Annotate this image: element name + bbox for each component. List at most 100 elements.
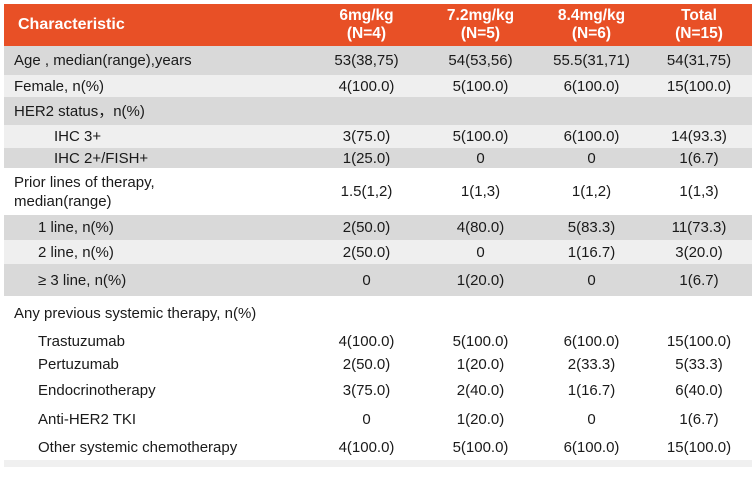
table-row-2-line: 2 line, n(%) 2(50.0) 0 1(16.7) 3(20.0) bbox=[4, 240, 752, 264]
cell-value: 15(100.0) bbox=[666, 438, 732, 456]
cell-value: 5(100.0) bbox=[452, 128, 509, 145]
cell-value bbox=[424, 97, 537, 125]
cell-value: 5(100.0) bbox=[452, 77, 509, 95]
cell-value: 1(25.0) bbox=[342, 149, 391, 167]
table-row-1-line: 1 line, n(%) 2(50.0) 4(80.0) 5(83.3) 11(… bbox=[4, 215, 752, 240]
cell-value: 6(40.0) bbox=[675, 381, 723, 399]
dose-label: 7.2mg/kg bbox=[446, 7, 515, 24]
cell-value: 55.5(31,71) bbox=[553, 52, 630, 69]
cell-value bbox=[646, 296, 752, 330]
row-label: 2 line, n(%) bbox=[38, 243, 114, 261]
cell-value: 1(6.7) bbox=[679, 271, 719, 289]
cell-value: 6(100.0) bbox=[563, 333, 620, 350]
cell-value bbox=[537, 296, 646, 330]
table-row-ihc2-fish: IHC 2+/FISH+ 1(25.0) 0 0 1(6.7) bbox=[4, 148, 752, 168]
table-row-her2-status: HER2 status，n(%) bbox=[4, 97, 752, 125]
table-bottom-strip bbox=[4, 460, 752, 467]
cell-value: 5(33.3) bbox=[675, 355, 723, 373]
table-row-trastuzumab: Trastuzumab 4(100.0) 5(100.0) 6(100.0) 1… bbox=[4, 330, 752, 353]
dose-label: Total bbox=[681, 7, 717, 24]
cell-value: 1(1,3) bbox=[460, 183, 501, 200]
cell-value: 1(20.0) bbox=[456, 411, 505, 428]
baseline-characteristics-table: Characteristic 6mg/kg (N=4) 7.2mg/kg (N=… bbox=[4, 4, 752, 467]
row-label: IHC 3+ bbox=[54, 128, 102, 145]
cell-value: 2(40.0) bbox=[456, 381, 505, 399]
cell-value: 1(20.0) bbox=[456, 355, 505, 373]
cell-value: 3(75.0) bbox=[342, 381, 391, 399]
cell-value: 1(6.7) bbox=[679, 411, 719, 428]
cell-value: 0 bbox=[476, 243, 485, 261]
cell-value: 3(75.0) bbox=[342, 128, 391, 145]
cell-value: 1(20.0) bbox=[456, 271, 505, 289]
cell-value bbox=[424, 296, 537, 330]
table-row-anti-her2-tki: Anti-HER2 TKI 0 1(20.0) 0 1(6.7) bbox=[4, 405, 752, 434]
column-header-7-2mgkg: 7.2mg/kg (N=5) bbox=[424, 4, 537, 46]
row-label: HER2 status，n(%) bbox=[14, 102, 145, 120]
cell-value: 53(38,75) bbox=[334, 52, 399, 69]
table-row-pertuzumab: Pertuzumab 2(50.0) 1(20.0) 2(33.3) 5(33.… bbox=[4, 353, 752, 375]
cell-value: 2(50.0) bbox=[342, 355, 391, 373]
row-label: Pertuzumab bbox=[38, 355, 119, 373]
table-header-row: Characteristic 6mg/kg (N=4) 7.2mg/kg (N=… bbox=[4, 4, 752, 46]
column-header-8-4mgkg: 8.4mg/kg (N=6) bbox=[537, 4, 646, 46]
cell-value: 1(16.7) bbox=[567, 381, 616, 399]
cell-value: 0 bbox=[476, 149, 485, 167]
n-count: (N=4) bbox=[346, 25, 387, 42]
n-count: (N=6) bbox=[571, 25, 612, 42]
cell-value bbox=[309, 296, 424, 330]
cell-value: 6(100.0) bbox=[563, 128, 620, 145]
cell-value: 3(20.0) bbox=[675, 243, 723, 261]
cell-value: 0 bbox=[362, 411, 371, 428]
cell-value: 0 bbox=[362, 271, 371, 289]
cell-value: 4(100.0) bbox=[338, 77, 395, 95]
cell-value: 15(100.0) bbox=[666, 333, 732, 350]
row-label: Anti-HER2 TKI bbox=[38, 411, 137, 428]
cell-value: 5(100.0) bbox=[452, 438, 509, 456]
cell-value: 6(100.0) bbox=[563, 438, 620, 456]
table-row-any-previous-therapy: Any previous systemic therapy, n(%) bbox=[4, 296, 752, 330]
cell-value: 1(1,2) bbox=[571, 183, 612, 200]
row-label: Female, n(%) bbox=[14, 77, 105, 95]
table-row-3plus-line: ≥ 3 line, n(%) 0 1(20.0) 0 1(6.7) bbox=[4, 264, 752, 296]
row-label: Age , median(range),years bbox=[14, 52, 192, 69]
column-header-characteristic: Characteristic bbox=[18, 16, 125, 33]
table-row-other-systemic-chemotherapy: Other systemic chemotherapy 4(100.0) 5(1… bbox=[4, 434, 752, 460]
row-label: Any previous systemic therapy, n(%) bbox=[14, 304, 257, 322]
cell-value: 6(100.0) bbox=[563, 77, 620, 95]
table-row-prior-lines: Prior lines of therapy, median(range) 1.… bbox=[4, 168, 752, 215]
cell-value: 4(100.0) bbox=[338, 333, 395, 350]
cell-value: 4(100.0) bbox=[338, 438, 395, 456]
cell-value: 5(83.3) bbox=[567, 219, 616, 236]
cell-value: 4(80.0) bbox=[456, 219, 505, 236]
row-label: Other systemic chemotherapy bbox=[38, 438, 238, 456]
cell-value: 1.5(1,2) bbox=[340, 183, 393, 200]
cell-value: 54(53,56) bbox=[448, 52, 513, 69]
cell-value: 54(31,75) bbox=[666, 52, 732, 69]
dose-label: 8.4mg/kg bbox=[557, 7, 626, 24]
cell-value: 2(50.0) bbox=[342, 243, 391, 261]
row-label: ≥ 3 line, n(%) bbox=[38, 271, 127, 289]
cell-value: 2(33.3) bbox=[567, 355, 616, 373]
cell-value: 5(100.0) bbox=[452, 333, 509, 350]
cell-value bbox=[309, 97, 424, 125]
cell-value: 0 bbox=[587, 149, 596, 167]
row-label: 1 line, n(%) bbox=[38, 219, 114, 236]
table-row-age: Age , median(range),years 53(38,75) 54(5… bbox=[4, 46, 752, 75]
n-count: (N=5) bbox=[460, 25, 501, 42]
row-label: Prior lines of therapy, median(range) bbox=[14, 173, 155, 210]
dose-label: 6mg/kg bbox=[339, 7, 394, 24]
cell-value: 2(50.0) bbox=[342, 219, 391, 236]
table-row-endocrinotherapy: Endocrinotherapy 3(75.0) 2(40.0) 1(16.7)… bbox=[4, 375, 752, 405]
row-label: Trastuzumab bbox=[38, 333, 125, 350]
column-header-total: Total (N=15) bbox=[646, 4, 752, 46]
table-row-ihc3: IHC 3+ 3(75.0) 5(100.0) 6(100.0) 14(93.3… bbox=[4, 125, 752, 148]
cell-value bbox=[646, 97, 752, 125]
cell-value: 1(6.7) bbox=[679, 149, 719, 167]
cell-value: 1(16.7) bbox=[567, 243, 616, 261]
n-count: (N=15) bbox=[675, 25, 723, 42]
cell-value: 0 bbox=[587, 271, 596, 289]
cell-value: 15(100.0) bbox=[666, 77, 732, 95]
cell-value: 0 bbox=[587, 411, 596, 428]
cell-value bbox=[537, 97, 646, 125]
